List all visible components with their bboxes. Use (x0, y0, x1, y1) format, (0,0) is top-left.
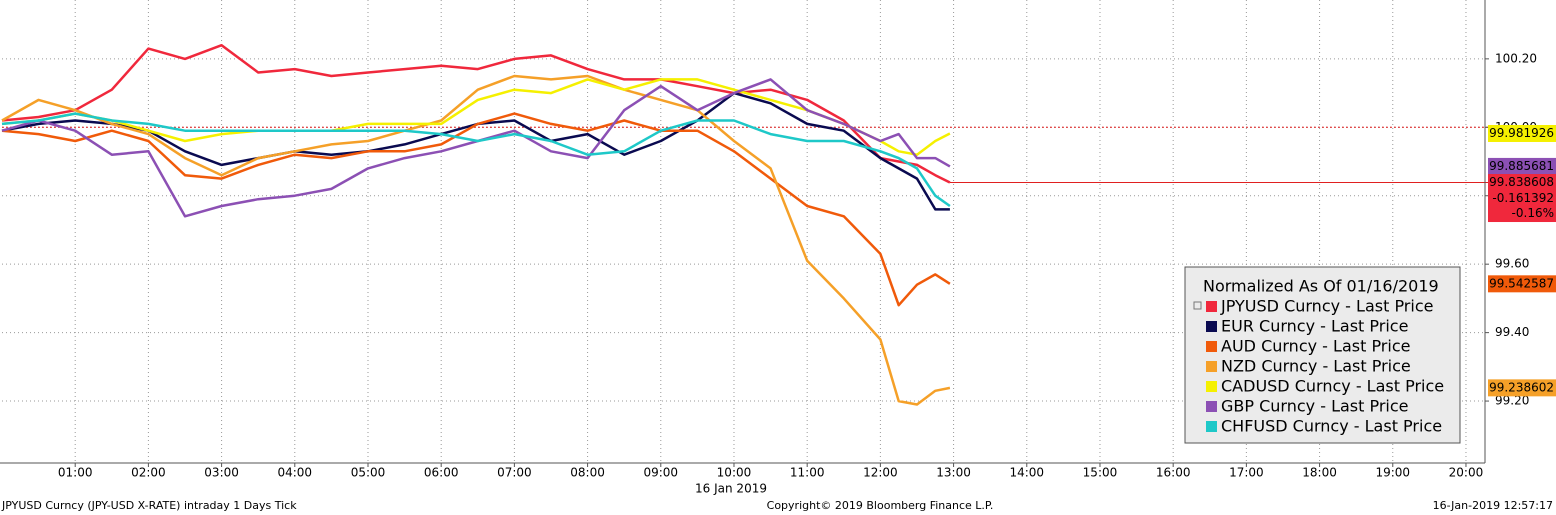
ticks: 01:00 02:00 03:00 04:00 05:00 06:00 07:00 08:00… (58, 51, 1537, 479)
y-tick-label: 100.20 (1495, 51, 1537, 65)
x-tick-label: 12:00 (863, 466, 898, 480)
y-tick-label: 99.20 (1495, 394, 1529, 408)
x-tick-label: 17:00 (1229, 466, 1264, 480)
x-tick-label: 15:00 (1083, 466, 1118, 480)
legend: Normalized As Of 01/16/2019 JPYUSD Curnc… (1184, 266, 1461, 444)
last-value-label: 99.981926 (1489, 126, 1554, 140)
last-value-box (1488, 379, 1556, 397)
x-tick-label: 20:00 (1449, 466, 1484, 480)
x-tick-label: 01:00 (58, 466, 93, 480)
x-tick-label: 10:00 (717, 466, 752, 480)
x-tick-label: 13:00 (936, 466, 971, 480)
x-tick-label: 08:00 (570, 466, 605, 480)
x-tick-label: 11:00 (790, 466, 825, 480)
last-value-label: 99.885681 (1489, 159, 1554, 173)
y-tick-label: 99.60 (1495, 257, 1529, 271)
legend-swatch (1206, 361, 1217, 372)
legend-label: AUD Curncy - Last Price (1221, 337, 1410, 356)
legend-swatch (1206, 421, 1217, 432)
series-line (1, 91, 950, 211)
x-tick-label: 07:00 (497, 466, 532, 480)
legend-swatch (1206, 321, 1217, 332)
legend-swatch (1206, 301, 1217, 312)
series-line (1, 112, 951, 307)
expand-icon (1193, 301, 1202, 310)
legend-swatch (1206, 401, 1217, 412)
change-label: -0.161392 (1492, 191, 1554, 205)
legend-swatch (1206, 381, 1217, 392)
footer-center: Copyright© 2019 Bloomberg Finance L.P. (767, 499, 994, 512)
x-axis-label: 16 Jan 2019 (695, 482, 767, 496)
series-line (1, 112, 951, 208)
change-pct-label: -0.16% (1512, 206, 1554, 220)
x-tick-label: 02:00 (131, 466, 166, 480)
x-tick-label: 05:00 (351, 466, 386, 480)
x-tick-label: 18:00 (1302, 466, 1337, 480)
x-tick-label: 09:00 (643, 466, 678, 480)
footer-right: 16-Jan-2019 12:57:17 (1433, 499, 1553, 512)
last-value-label: 99.838608 (1489, 175, 1554, 189)
plot (1, 43, 1555, 406)
last-value-box (1488, 124, 1556, 142)
x-tick-label: 06:00 (424, 466, 459, 480)
x-tick-label: 03:00 (204, 466, 239, 480)
series-line (1, 74, 951, 406)
x-tick-label: 16:00 (1156, 466, 1191, 480)
legend-title: Normalized As Of 01/16/2019 (1203, 277, 1439, 296)
y-tick-label: 99.40 (1495, 325, 1529, 339)
x-tick-label: 19:00 (1375, 466, 1410, 480)
legend-label: EUR Curncy - Last Price (1221, 317, 1408, 336)
series-line (1, 43, 951, 184)
last-value-box (1488, 174, 1556, 223)
legend-label: CADUSD Curncy - Last Price (1221, 377, 1444, 396)
legend-label: GBP Curncy - Last Price (1221, 397, 1409, 416)
series-line (1, 78, 951, 218)
legend-label: NZD Curncy - Last Price (1221, 357, 1411, 376)
last-value-box (1488, 275, 1556, 293)
x-tick-label: 14:00 (1009, 466, 1044, 480)
legend-swatch (1206, 341, 1217, 352)
last-value-label: 99.542587 (1489, 276, 1554, 290)
last-value-box (1488, 157, 1556, 175)
footer-left: JPYUSD Curncy (JPY-USD X-RATE) intraday … (1, 499, 297, 512)
x-tick-label: 04:00 (277, 466, 312, 480)
legend-label: JPYUSD Curncy - Last Price (1220, 297, 1433, 316)
legend-box (1184, 266, 1461, 444)
last-values: 99.981926 99.885681 99.542587 99.238602 99.8… (1488, 124, 1556, 397)
last-value-label: 99.238602 (1489, 380, 1554, 394)
legend-label: CHFUSD Curncy - Last Price (1221, 417, 1442, 436)
